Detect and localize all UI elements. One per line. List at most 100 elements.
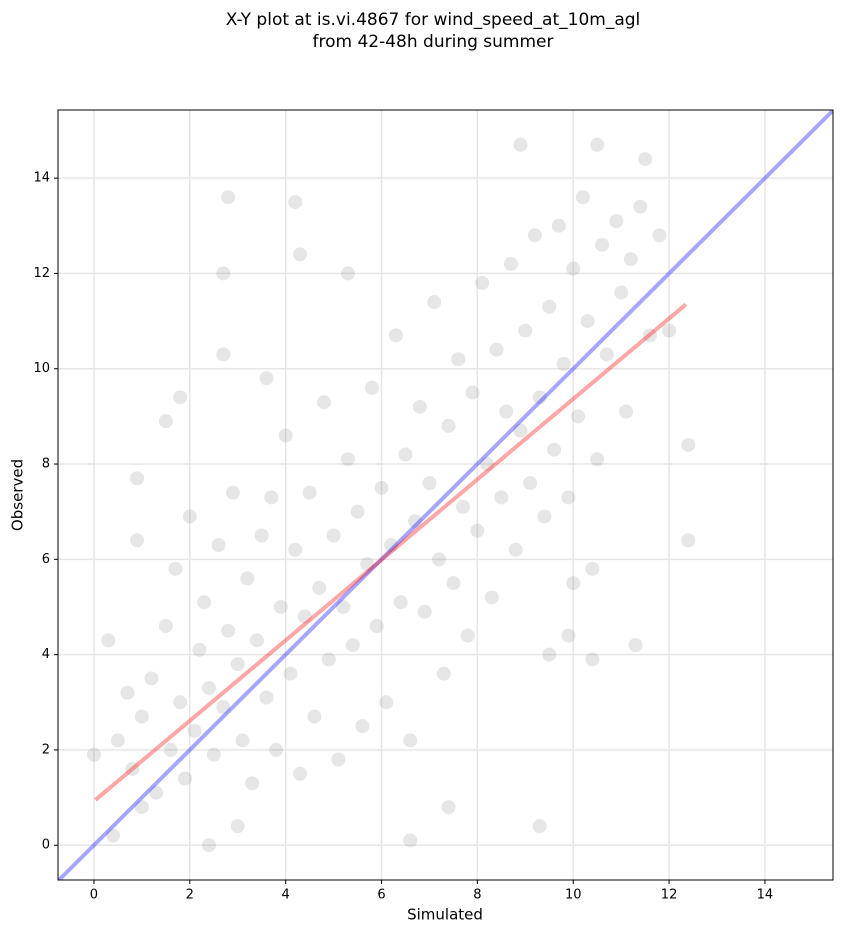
point bbox=[288, 194, 303, 209]
point bbox=[144, 671, 159, 686]
point bbox=[350, 504, 365, 519]
point bbox=[436, 666, 451, 681]
point bbox=[230, 819, 245, 834]
point bbox=[307, 709, 322, 724]
point bbox=[412, 399, 427, 414]
point bbox=[652, 228, 667, 243]
point bbox=[614, 285, 629, 300]
point bbox=[566, 576, 581, 591]
x-tick-label: 6 bbox=[377, 888, 385, 903]
point bbox=[513, 137, 528, 152]
point bbox=[192, 642, 207, 657]
point bbox=[484, 590, 499, 605]
point bbox=[513, 423, 528, 438]
point bbox=[216, 266, 231, 281]
point bbox=[523, 476, 538, 491]
point bbox=[542, 299, 557, 314]
point bbox=[542, 647, 557, 662]
point bbox=[163, 742, 178, 757]
point bbox=[340, 266, 355, 281]
fit-line bbox=[58, 110, 833, 880]
x-tick-label: 2 bbox=[186, 888, 194, 903]
point bbox=[364, 380, 379, 395]
point bbox=[460, 628, 475, 643]
point bbox=[254, 528, 269, 543]
y-tick-label: 0 bbox=[42, 838, 50, 853]
point bbox=[590, 137, 605, 152]
point bbox=[216, 347, 231, 362]
y-tick-label: 8 bbox=[42, 457, 50, 472]
point bbox=[321, 652, 336, 667]
plot-frame bbox=[57, 109, 834, 881]
point bbox=[618, 404, 633, 419]
point bbox=[235, 733, 250, 748]
point bbox=[130, 471, 145, 486]
point bbox=[211, 538, 226, 553]
point bbox=[106, 828, 121, 843]
x-tick-label: 10 bbox=[565, 888, 582, 903]
point bbox=[120, 685, 135, 700]
point bbox=[312, 580, 327, 595]
point bbox=[681, 533, 696, 548]
point bbox=[264, 490, 279, 505]
point bbox=[532, 819, 547, 834]
point bbox=[101, 633, 116, 648]
point bbox=[551, 218, 566, 233]
fit-line bbox=[94, 302, 688, 802]
point bbox=[681, 437, 696, 452]
point bbox=[302, 485, 317, 500]
point bbox=[633, 199, 648, 214]
point bbox=[547, 442, 562, 457]
point bbox=[623, 252, 638, 267]
point bbox=[561, 490, 576, 505]
point bbox=[125, 761, 140, 776]
point bbox=[398, 447, 413, 462]
point bbox=[134, 709, 149, 724]
point bbox=[571, 409, 586, 424]
point bbox=[599, 347, 614, 362]
point bbox=[465, 385, 480, 400]
point bbox=[86, 747, 101, 762]
point bbox=[642, 328, 657, 343]
point bbox=[288, 542, 303, 557]
point bbox=[182, 509, 197, 524]
point bbox=[259, 690, 274, 705]
y-tick-label: 12 bbox=[33, 266, 50, 281]
point bbox=[427, 295, 442, 310]
point bbox=[441, 800, 456, 815]
point bbox=[470, 523, 485, 538]
point bbox=[360, 557, 375, 572]
chart-subtitle: from 42-48h during summer bbox=[313, 32, 554, 52]
point bbox=[216, 700, 231, 715]
point bbox=[388, 328, 403, 343]
plot-area bbox=[58, 110, 833, 880]
point bbox=[479, 457, 494, 472]
point bbox=[575, 190, 590, 205]
point bbox=[489, 342, 504, 357]
point bbox=[206, 747, 221, 762]
point bbox=[408, 514, 423, 529]
point bbox=[417, 604, 432, 619]
y-tick-label: 4 bbox=[42, 647, 50, 662]
y-tick-label: 2 bbox=[42, 742, 50, 757]
point bbox=[422, 476, 437, 491]
x-tick-label: 4 bbox=[282, 888, 290, 903]
x-tick-label: 14 bbox=[757, 888, 774, 903]
point bbox=[187, 723, 202, 738]
point bbox=[403, 733, 418, 748]
point bbox=[403, 833, 418, 848]
point bbox=[225, 485, 240, 500]
point bbox=[379, 695, 394, 710]
point bbox=[518, 323, 533, 338]
point bbox=[134, 800, 149, 815]
point bbox=[173, 390, 188, 405]
point bbox=[110, 733, 125, 748]
point bbox=[240, 571, 255, 586]
point bbox=[269, 742, 284, 757]
point bbox=[221, 190, 236, 205]
point bbox=[278, 428, 293, 443]
point bbox=[245, 776, 260, 791]
point bbox=[432, 552, 447, 567]
point bbox=[537, 509, 552, 524]
